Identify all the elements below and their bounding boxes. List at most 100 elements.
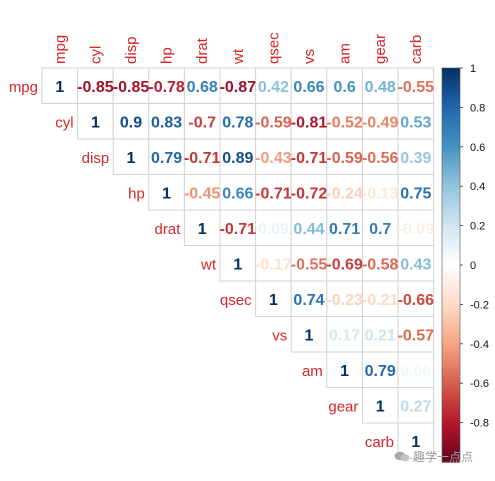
colorbar-segment	[442, 196, 460, 200]
colorbar-segment	[442, 370, 460, 374]
colorbar-segment	[442, 407, 460, 411]
grid-cell	[77, 103, 114, 140]
coef-label: 0.79	[365, 363, 396, 380]
grid-cell	[397, 103, 435, 140]
colorbar-segment	[442, 210, 460, 214]
coef-label: -0.59	[255, 114, 292, 131]
colorbar-segment	[442, 114, 460, 118]
grid-cell	[326, 245, 363, 282]
colorbar-segment	[442, 311, 460, 315]
colorbar-segment	[442, 109, 460, 113]
coef-label: 0.17	[329, 327, 360, 344]
grid-cell	[290, 103, 328, 140]
colorbar-segment	[442, 228, 460, 232]
colorbar-segment	[442, 326, 460, 330]
colorbar-tick-label: 0.8	[470, 102, 485, 114]
colorbar-segment	[442, 324, 460, 328]
coef-label: 1	[127, 150, 136, 167]
colorbar-segment	[442, 240, 460, 244]
colorbar-tick-label: 0.2	[470, 221, 485, 233]
coef-label: 1	[269, 292, 278, 309]
coef-label: 0.7	[369, 221, 391, 238]
grid-cell	[77, 67, 114, 104]
colorbar-tick-label: 0.6	[470, 142, 485, 154]
colorbar-segment	[442, 353, 460, 357]
colorbar-segment	[442, 402, 460, 406]
colorbar-segment	[442, 149, 460, 153]
column-label: wt	[230, 48, 247, 65]
grid-cell	[326, 174, 363, 211]
colorbar-segment	[442, 119, 460, 123]
grid-cell	[397, 67, 435, 104]
colorbar-segment	[442, 375, 460, 379]
column-label: hp	[159, 47, 176, 64]
colorbar-segment	[442, 397, 460, 402]
colorbar-segment	[442, 122, 460, 126]
column-label: cyl	[87, 46, 104, 64]
coef-label: 0.74	[293, 292, 324, 309]
colorbar-segment	[442, 215, 460, 219]
colorbar-segment	[442, 346, 460, 350]
colorbar-segment	[442, 306, 460, 310]
grid-cell	[326, 280, 363, 317]
colorbar-segment	[442, 154, 460, 158]
coef-label: -0.56	[362, 150, 399, 167]
coef-label: 0.75	[400, 185, 431, 202]
column-label: carb	[408, 35, 425, 64]
column-label: mpg	[52, 35, 69, 64]
column-label: qsec	[265, 32, 282, 64]
colorbar-segment	[442, 188, 460, 192]
colorbar-segment	[442, 129, 460, 133]
grid-cell	[219, 67, 257, 104]
colorbar-segment	[442, 252, 460, 256]
grid-cell	[397, 245, 435, 282]
colorbar-segment	[442, 427, 460, 431]
coef-label: -0.71	[291, 150, 328, 167]
grid-cell	[290, 280, 328, 317]
colorbar-segment	[442, 373, 460, 377]
colorbar-segment	[442, 262, 460, 266]
grid-cell	[290, 209, 328, 246]
coef-label: -0.52	[326, 114, 363, 131]
wechat-icon	[394, 451, 410, 462]
row-label: hp	[128, 185, 145, 202]
colorbar-segment	[442, 237, 460, 241]
colorbar-tick-label: 0	[470, 260, 476, 272]
grid-cell	[148, 174, 185, 211]
coef-label: 0.83	[151, 114, 182, 131]
colorbar-segment	[442, 132, 460, 136]
colorbar-segment	[442, 75, 460, 79]
colorbar-segment	[442, 173, 460, 177]
coef-label: 0.78	[222, 114, 253, 131]
coef-label: -0.13	[362, 185, 399, 202]
colorbar-segment	[442, 279, 460, 283]
colorbar-segment	[442, 124, 460, 128]
colorbar-segment	[442, 242, 460, 246]
grid-cell	[112, 138, 150, 175]
coef-label: 1	[55, 79, 64, 96]
coef-label: 0.44	[293, 221, 324, 238]
grid-cell	[148, 138, 185, 175]
coef-label: -0.85	[77, 79, 114, 96]
colorbar-segment	[442, 134, 460, 138]
row-label: carb	[365, 434, 394, 451]
coef-label: -0.59	[326, 150, 363, 167]
colorbar-segment	[442, 117, 460, 121]
colorbar-segment	[442, 284, 460, 288]
colorbar-segment	[442, 200, 460, 205]
colorbar-segment	[442, 230, 460, 234]
colorbar-segment	[442, 333, 460, 338]
colorbar-segment	[442, 297, 460, 301]
colorbar-segment	[442, 97, 460, 101]
grid-cell	[361, 245, 399, 282]
grid-cell	[326, 103, 363, 140]
colorbar-segment	[442, 112, 460, 116]
colorbar-segment	[442, 77, 460, 81]
coef-label: 0.43	[400, 256, 431, 273]
coef-label: -0.85	[113, 79, 150, 96]
row-label: disp	[82, 150, 110, 167]
colorbar-segment	[442, 232, 460, 237]
colorbar-segment	[442, 393, 460, 397]
colorbar-segment	[442, 277, 460, 281]
